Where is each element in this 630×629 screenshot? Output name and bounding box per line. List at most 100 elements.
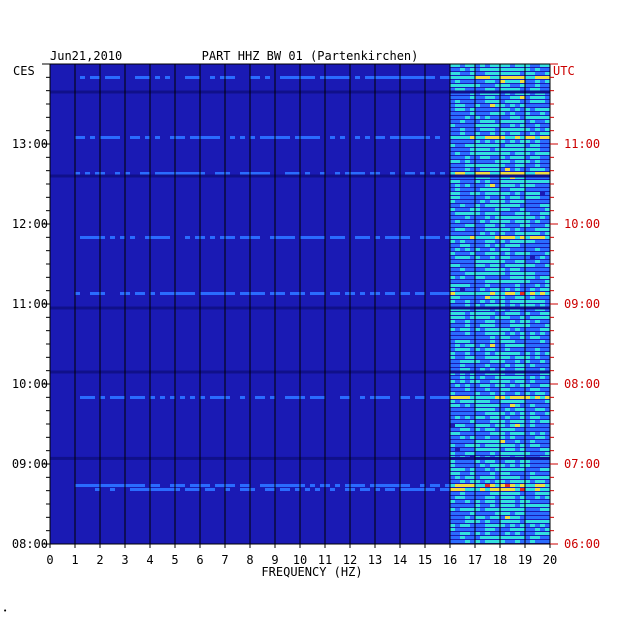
spectrogram-cell bbox=[530, 68, 535, 71]
spectrogram-cell bbox=[460, 240, 465, 243]
spectrogram-cell bbox=[530, 360, 535, 363]
spectrogram-cell bbox=[520, 444, 525, 447]
spectrogram-cell bbox=[495, 276, 500, 279]
spectrogram-cell bbox=[175, 292, 180, 295]
spectrogram-cell bbox=[520, 320, 525, 323]
spectrogram-cell bbox=[475, 188, 480, 191]
spectrogram-cell bbox=[520, 352, 525, 355]
spectrogram-cell bbox=[505, 164, 510, 167]
spectrogram-cell bbox=[495, 436, 500, 439]
spectrogram-cell bbox=[455, 520, 460, 523]
spectrogram-cell bbox=[450, 432, 455, 435]
spectrogram-cell bbox=[515, 252, 520, 255]
spectrogram-cell bbox=[165, 76, 170, 79]
spectrogram-cell bbox=[525, 268, 530, 271]
spectrogram-cell bbox=[475, 112, 480, 115]
spectrogram-cell bbox=[510, 96, 515, 99]
spectrogram-cell bbox=[545, 384, 550, 387]
spectrogram-cell bbox=[540, 460, 545, 463]
spectrogram-cell bbox=[495, 256, 500, 259]
spectrogram-cell bbox=[455, 464, 460, 467]
spectrogram-cell bbox=[525, 116, 530, 119]
spectrogram-cell bbox=[510, 296, 515, 299]
spectrogram-cell bbox=[540, 432, 545, 435]
spectrogram-cell bbox=[545, 464, 550, 467]
spectrogram-cell bbox=[450, 280, 455, 283]
spectrogram-cell bbox=[475, 200, 480, 203]
spectrogram-cell bbox=[460, 420, 465, 423]
spectrogram-cell bbox=[485, 320, 490, 323]
spectrogram-cell bbox=[425, 76, 430, 79]
spectrogram-cell bbox=[520, 236, 525, 239]
spectrogram-cell bbox=[535, 188, 540, 191]
spectrogram-cell bbox=[450, 460, 455, 463]
spectrogram-cell bbox=[480, 312, 485, 315]
spectrogram-cell bbox=[450, 272, 455, 275]
x-tick-label: 12 bbox=[343, 553, 357, 567]
spectrogram-cell bbox=[490, 164, 495, 167]
spectrogram-cell bbox=[540, 504, 545, 507]
spectrogram-cell bbox=[490, 476, 495, 479]
spectrogram-cell bbox=[470, 192, 475, 195]
spectrogram-cell bbox=[540, 320, 545, 323]
spectrogram-cell bbox=[495, 416, 500, 419]
spectrogram-cell bbox=[535, 148, 540, 151]
spectrogram-cell bbox=[510, 280, 515, 283]
spectrogram-cell bbox=[455, 72, 460, 75]
spectrogram-cell bbox=[95, 484, 100, 487]
spectrogram-cell bbox=[465, 360, 470, 363]
spectrogram-cell bbox=[390, 488, 395, 491]
x-tick-label: 18 bbox=[493, 553, 507, 567]
spectrogram-cell bbox=[500, 240, 505, 243]
spectrogram-cell bbox=[485, 464, 490, 467]
spectrogram-cell bbox=[540, 108, 545, 111]
spectrogram-cell bbox=[515, 188, 520, 191]
spectrogram-cell bbox=[480, 184, 485, 187]
spectrogram-cell bbox=[525, 424, 530, 427]
spectrogram-cell bbox=[490, 300, 495, 303]
spectrogram-cell bbox=[355, 172, 360, 175]
spectrogram-cell bbox=[500, 296, 505, 299]
spectrogram-cell bbox=[530, 172, 535, 175]
spectrogram-cell bbox=[355, 484, 360, 487]
spectrogram-cell bbox=[540, 408, 545, 411]
spectrogram-cell bbox=[460, 464, 465, 467]
spectrogram-cell bbox=[500, 416, 505, 419]
spectrogram-cell bbox=[460, 356, 465, 359]
spectrogram-cell bbox=[540, 508, 545, 511]
spectrogram-cell bbox=[495, 524, 500, 527]
spectrogram-cell bbox=[390, 172, 395, 175]
spectrogram-cell bbox=[525, 540, 530, 543]
spectrogram-cell bbox=[505, 340, 510, 343]
spectrogram-cell bbox=[420, 484, 425, 487]
spectrogram-cell bbox=[535, 516, 540, 519]
spectrogram-cell bbox=[535, 232, 540, 235]
spectrogram-cell bbox=[520, 76, 525, 79]
spectrogram-cell bbox=[460, 140, 465, 143]
spectrogram-cell bbox=[470, 124, 475, 127]
spectrogram-cell bbox=[475, 72, 480, 75]
x-tick-label: 20 bbox=[543, 553, 557, 567]
spectrogram-cell bbox=[240, 484, 245, 487]
spectrogram-cell bbox=[515, 212, 520, 215]
spectrogram-cell bbox=[450, 252, 455, 255]
spectrogram-cell bbox=[210, 292, 215, 295]
spectrogram-cell bbox=[445, 292, 450, 295]
spectrogram-cell bbox=[450, 264, 455, 267]
spectrogram-cell bbox=[455, 188, 460, 191]
spectrogram-cell bbox=[530, 296, 535, 299]
spectrogram-cell bbox=[480, 536, 485, 539]
spectrogram-cell bbox=[155, 172, 160, 175]
spectrogram-cell bbox=[505, 516, 510, 519]
spectrogram-cell bbox=[490, 412, 495, 415]
spectrogram-cell bbox=[460, 152, 465, 155]
spectrogram-cell bbox=[475, 124, 480, 127]
spectrogram-cell bbox=[480, 336, 485, 339]
spectrogram-cell bbox=[505, 304, 510, 307]
spectrogram-cell bbox=[480, 240, 485, 243]
spectrogram-cell bbox=[520, 208, 525, 211]
spectrogram-cell bbox=[500, 156, 505, 159]
spectrogram-cell bbox=[340, 136, 345, 139]
left-axis-label: CES bbox=[13, 64, 35, 78]
spectrogram-cell bbox=[505, 448, 510, 451]
